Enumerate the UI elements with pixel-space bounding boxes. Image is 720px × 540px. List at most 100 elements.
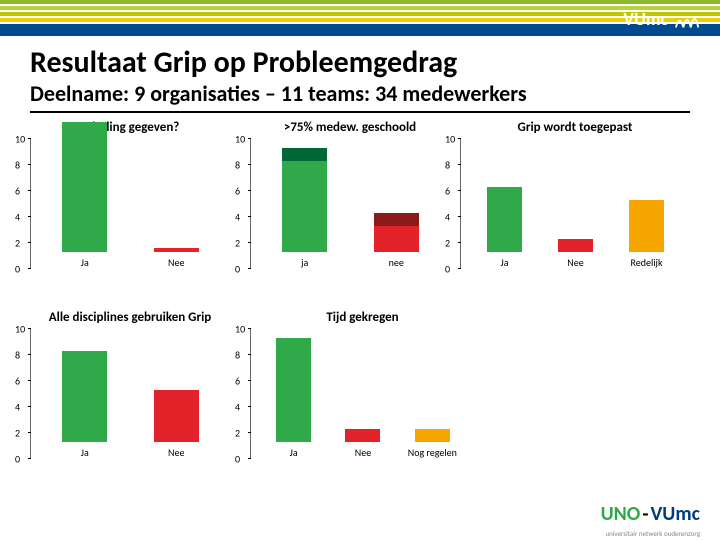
bar-group: Ja (39, 351, 131, 459)
x-label: Nee (567, 256, 583, 269)
bar-segment (345, 429, 380, 442)
bar-segment (276, 338, 311, 442)
bar-group: ja (259, 148, 351, 269)
x-label: nee (389, 256, 404, 269)
logo-vumc: VUmc (650, 502, 700, 526)
bar-segment (62, 122, 107, 252)
x-label: Ja (290, 446, 298, 459)
y-tick-label: 2 (15, 237, 20, 250)
y-tick-mark (28, 138, 31, 139)
chart-title: >75% medew. geschoold (250, 120, 450, 135)
y-tick-mark (248, 432, 251, 433)
y-tick-label: 0 (235, 453, 240, 466)
y-tick-mark (458, 190, 461, 191)
logo-dash: - (642, 502, 648, 526)
chart-title: Alle disciplines gebruiken Grip (30, 310, 230, 325)
y-tick-label: 6 (445, 185, 450, 198)
y-tick-mark (28, 190, 31, 191)
chart-scholing-gegeven: Scholing gegeven?0246810JaNee (30, 120, 230, 269)
bar-segment (415, 429, 450, 442)
slide-subtitle: Deelname: 9 organisaties – 11 teams: 34 … (30, 80, 690, 113)
header-stripes (0, 0, 720, 36)
y-tick-mark (458, 268, 461, 269)
bar-segment (629, 200, 664, 252)
y-tick-label: 10 (15, 133, 25, 146)
y-tick-label: 4 (235, 401, 240, 414)
y-tick-label: 6 (15, 375, 20, 388)
bar-segment (374, 213, 419, 226)
chart-plot: 0246810janee (250, 139, 450, 269)
y-tick-label: 8 (235, 159, 240, 172)
y-tick-mark (28, 380, 31, 381)
y-tick-label: 4 (445, 211, 450, 224)
charts-area: Scholing gegeven?0246810JaNee>75% medew.… (30, 120, 690, 500)
y-tick-label: 4 (15, 211, 20, 224)
bar (62, 122, 107, 252)
x-label: Nee (355, 446, 371, 459)
y-tick-label: 10 (235, 323, 245, 336)
chart-title: Tijd gekregen (250, 310, 475, 325)
y-tick-mark (28, 164, 31, 165)
bar-segment (154, 390, 199, 442)
y-tick-mark (248, 268, 251, 269)
y-tick-mark (28, 328, 31, 329)
y-tick-mark (248, 138, 251, 139)
chart-medew-geschoold: >75% medew. geschoold0246810janee (250, 120, 450, 269)
y-tick-label: 2 (235, 427, 240, 440)
x-label: Redelijk (631, 256, 663, 269)
y-tick-mark (248, 242, 251, 243)
bar (62, 351, 107, 442)
bar-segment (487, 187, 522, 252)
y-tick-mark (248, 328, 251, 329)
y-tick-mark (248, 406, 251, 407)
bar-segment (154, 248, 199, 252)
y-tick-label: 10 (235, 133, 245, 146)
y-tick-mark (248, 380, 251, 381)
bar-segment (558, 239, 593, 252)
x-label: Ja (501, 256, 509, 269)
slide-title: Resultaat Grip op Probleemgedrag (30, 48, 690, 78)
bar (558, 239, 593, 252)
y-tick-label: 10 (445, 133, 455, 146)
header-stripe (0, 0, 720, 4)
bar-group: Ja (259, 338, 328, 459)
bar-group: Nee (131, 248, 223, 269)
x-label: Nee (168, 256, 184, 269)
y-tick-label: 8 (445, 159, 450, 172)
y-tick-mark (248, 190, 251, 191)
bar-group: Nee (131, 390, 223, 459)
y-tick-label: 4 (15, 401, 20, 414)
bar (629, 200, 664, 252)
bar (415, 429, 450, 442)
bar-segment (282, 161, 327, 252)
bar-segment (62, 351, 107, 442)
y-tick-label: 6 (235, 185, 240, 198)
y-tick-label: 8 (235, 349, 240, 362)
bar-group: Nee (328, 429, 397, 459)
x-label: Nog regelen (408, 446, 457, 459)
y-tick-mark (28, 458, 31, 459)
y-tick-mark (458, 138, 461, 139)
chart-title: Grip wordt toegepast (460, 120, 690, 135)
x-label: Ja (81, 256, 89, 269)
y-tick-label: 8 (15, 349, 20, 362)
y-tick-label: 0 (445, 263, 450, 276)
bar (487, 187, 522, 252)
bar-group: Redelijk (611, 200, 682, 269)
y-tick-mark (248, 216, 251, 217)
y-tick-mark (28, 242, 31, 243)
logo-uno: UNO (601, 502, 641, 526)
chart-plot: 0246810JaNeeNog regelen (250, 329, 475, 459)
y-tick-mark (248, 164, 251, 165)
y-tick-mark (28, 268, 31, 269)
y-tick-mark (458, 164, 461, 165)
header-stripe (0, 12, 720, 16)
bar (154, 390, 199, 442)
y-tick-label: 8 (15, 159, 20, 172)
vumc-logo-top: VUmc (623, 8, 702, 30)
y-tick-mark (458, 216, 461, 217)
header-band (0, 24, 720, 36)
y-tick-mark (458, 242, 461, 243)
bar-segment (374, 226, 419, 252)
y-tick-label: 2 (235, 237, 240, 250)
